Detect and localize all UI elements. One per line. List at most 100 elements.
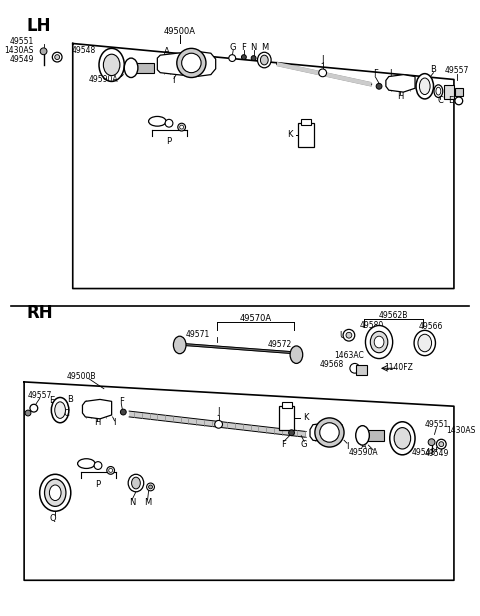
Ellipse shape	[290, 346, 303, 363]
Text: H: H	[397, 92, 404, 100]
Ellipse shape	[420, 78, 430, 94]
Circle shape	[376, 83, 382, 89]
Text: 49557: 49557	[27, 391, 52, 400]
Ellipse shape	[257, 52, 271, 68]
Text: 49580: 49580	[359, 321, 384, 330]
Text: U: U	[339, 331, 345, 340]
Text: F: F	[281, 440, 286, 449]
Text: 49570A: 49570A	[240, 314, 272, 323]
Circle shape	[288, 430, 294, 436]
Text: M: M	[144, 498, 151, 507]
Text: C: C	[64, 408, 70, 418]
Text: J: J	[217, 407, 220, 416]
Bar	[299, 123, 314, 147]
Text: Q: Q	[50, 514, 57, 522]
Text: 49549: 49549	[424, 449, 449, 458]
Circle shape	[178, 123, 186, 131]
Ellipse shape	[315, 418, 344, 447]
Text: V: V	[414, 339, 420, 347]
Ellipse shape	[356, 426, 369, 445]
Text: K: K	[287, 131, 292, 139]
Circle shape	[343, 330, 355, 341]
Bar	[455, 88, 463, 96]
Circle shape	[165, 120, 173, 127]
Text: B: B	[431, 65, 436, 75]
Ellipse shape	[320, 423, 339, 442]
Ellipse shape	[434, 85, 443, 97]
Bar	[362, 429, 384, 441]
Circle shape	[350, 363, 360, 373]
Text: 49590A: 49590A	[348, 448, 378, 458]
Ellipse shape	[370, 331, 388, 353]
Bar	[282, 402, 291, 408]
Text: E: E	[448, 96, 454, 105]
Text: 1140FZ: 1140FZ	[384, 363, 413, 372]
Text: N: N	[129, 498, 135, 507]
Text: 49572: 49572	[268, 341, 292, 349]
Text: M: M	[261, 43, 268, 52]
Bar	[279, 406, 294, 429]
Text: B: B	[67, 395, 73, 404]
Circle shape	[120, 409, 126, 415]
Text: F: F	[119, 397, 124, 406]
Text: 1430AS: 1430AS	[446, 426, 476, 435]
Text: LH: LH	[26, 17, 50, 35]
Ellipse shape	[177, 49, 206, 78]
Bar	[301, 120, 311, 125]
Circle shape	[428, 439, 435, 445]
Circle shape	[40, 48, 47, 55]
Text: 49500B: 49500B	[67, 371, 96, 381]
Text: 49548: 49548	[412, 448, 436, 458]
Text: A: A	[164, 47, 170, 56]
Ellipse shape	[103, 54, 120, 76]
Text: 49551: 49551	[10, 37, 34, 46]
Circle shape	[346, 332, 352, 338]
Ellipse shape	[78, 459, 95, 468]
Text: 49568: 49568	[320, 360, 344, 369]
Circle shape	[30, 404, 38, 412]
Ellipse shape	[365, 325, 393, 359]
Circle shape	[25, 410, 31, 416]
Circle shape	[147, 483, 155, 491]
Ellipse shape	[55, 402, 65, 418]
Polygon shape	[386, 75, 415, 92]
Ellipse shape	[173, 336, 186, 354]
Circle shape	[109, 468, 113, 472]
Circle shape	[215, 421, 223, 428]
Text: N: N	[251, 43, 257, 52]
Circle shape	[94, 461, 102, 469]
Polygon shape	[83, 399, 112, 419]
Circle shape	[149, 485, 153, 489]
Text: C: C	[437, 96, 443, 105]
Text: I: I	[389, 69, 392, 78]
Text: I: I	[113, 418, 116, 428]
Ellipse shape	[45, 479, 66, 506]
Ellipse shape	[394, 428, 411, 449]
Circle shape	[229, 55, 236, 62]
Ellipse shape	[261, 55, 268, 65]
Text: I: I	[346, 442, 348, 450]
Text: 49500A: 49500A	[164, 27, 196, 36]
Text: 49557: 49557	[444, 67, 469, 75]
Circle shape	[439, 442, 444, 447]
Ellipse shape	[436, 87, 441, 95]
Text: G: G	[301, 440, 307, 449]
Ellipse shape	[51, 397, 69, 423]
Bar	[444, 85, 454, 99]
Ellipse shape	[149, 116, 166, 126]
Circle shape	[436, 439, 446, 449]
Ellipse shape	[181, 53, 201, 73]
Text: 1463AC: 1463AC	[334, 351, 364, 360]
Text: 49562B: 49562B	[379, 311, 408, 320]
Text: F: F	[373, 69, 378, 78]
Text: I: I	[173, 76, 175, 85]
Circle shape	[180, 125, 183, 129]
Ellipse shape	[99, 49, 124, 81]
Ellipse shape	[40, 474, 71, 511]
Circle shape	[52, 52, 62, 62]
Circle shape	[55, 55, 60, 60]
Text: 49551: 49551	[424, 420, 448, 429]
Ellipse shape	[124, 58, 138, 78]
Text: P: P	[96, 479, 101, 488]
Ellipse shape	[414, 330, 435, 355]
